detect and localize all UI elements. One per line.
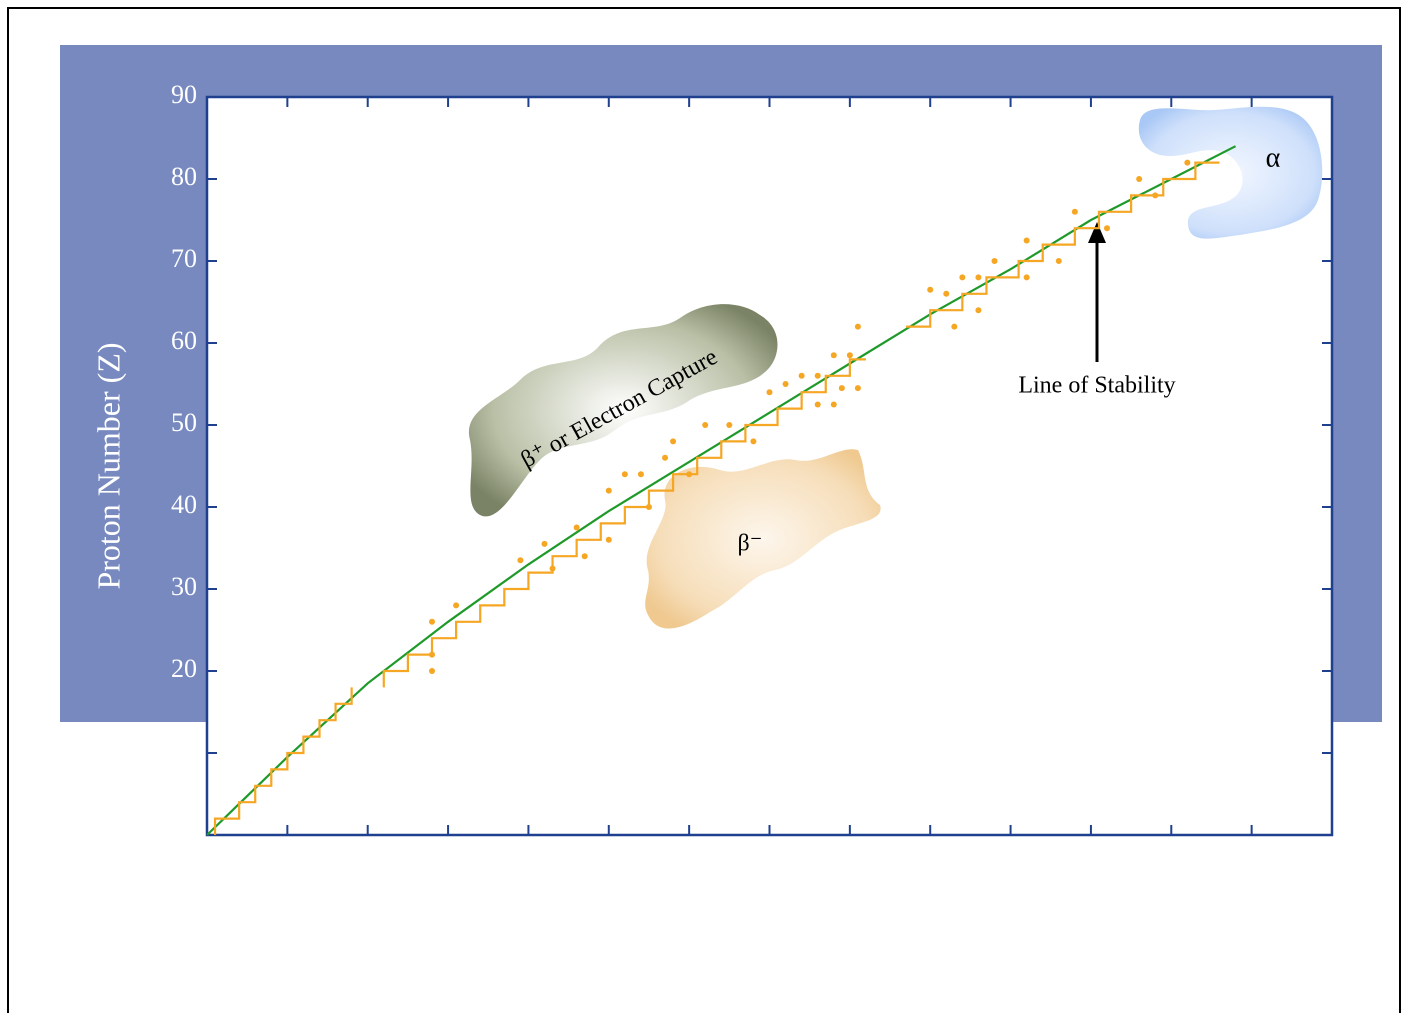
data-point xyxy=(702,422,709,428)
data-point xyxy=(1071,208,1078,215)
data-point xyxy=(782,381,789,387)
data-point xyxy=(798,372,805,379)
x-tick-label: 30 xyxy=(435,850,461,879)
data-point xyxy=(429,668,435,674)
data-point xyxy=(750,438,757,445)
data-point xyxy=(1152,192,1159,199)
x-tick-label: 110 xyxy=(1072,850,1110,879)
x-tick-label: 140 xyxy=(1313,850,1352,879)
y-axis-label: Proton Number (Z) xyxy=(90,342,126,589)
y-tick-label: 30 xyxy=(171,572,197,601)
y-tick-label: 40 xyxy=(171,490,197,519)
data-point xyxy=(927,286,934,293)
arrow-head xyxy=(1088,222,1106,243)
data-point xyxy=(1184,159,1191,166)
data-point xyxy=(517,557,524,564)
regions xyxy=(468,106,1323,629)
data-point xyxy=(830,352,837,359)
data-point xyxy=(645,504,652,510)
y-tick-label: 20 xyxy=(171,654,197,683)
x-tick-label: 70 xyxy=(757,850,783,879)
data-point xyxy=(686,471,693,478)
y-tick-label: 0 xyxy=(184,818,197,847)
data-point xyxy=(1023,237,1030,244)
x-tick-label: 60 xyxy=(676,850,702,879)
data-point xyxy=(605,487,612,494)
data-point xyxy=(726,422,733,428)
data-point xyxy=(951,323,958,330)
data-point xyxy=(854,323,861,330)
x-tick-label: 90 xyxy=(917,850,943,879)
data-point xyxy=(637,471,644,478)
x-tick-label: 40 xyxy=(515,850,541,879)
x-tick-label: 50 xyxy=(596,850,622,879)
stability-label: Line of Stability xyxy=(1018,373,1175,399)
data-point xyxy=(838,385,845,392)
data-point xyxy=(429,651,435,658)
data-point xyxy=(662,454,669,461)
data-point xyxy=(541,540,548,547)
data-point xyxy=(991,258,998,264)
data-point xyxy=(453,602,460,609)
beta-minus-region xyxy=(645,449,881,629)
data-point xyxy=(1055,258,1062,264)
x-tick-label: 80 xyxy=(837,850,863,879)
x-tick-label: 130 xyxy=(1232,850,1271,879)
y-tick-label: 10 xyxy=(171,736,197,765)
x-tick-label: 100 xyxy=(991,850,1030,879)
beta-minus-label: β⁻ xyxy=(738,531,763,557)
data-point xyxy=(621,471,628,478)
data-point xyxy=(959,274,966,281)
y-tick-label: 70 xyxy=(171,244,197,273)
x-axis-label: Neutron (N) xyxy=(691,874,848,910)
data-point xyxy=(814,401,821,408)
data-point xyxy=(605,536,612,543)
data-point xyxy=(975,274,982,281)
data-point xyxy=(1023,274,1030,281)
data-point xyxy=(429,618,435,625)
series-line xyxy=(213,161,1220,835)
data-point xyxy=(814,372,821,379)
beta-plus-region xyxy=(468,304,778,517)
data-point xyxy=(549,565,556,572)
data-point xyxy=(943,290,950,297)
y-tick-label: 50 xyxy=(171,408,197,437)
x-tick-label: 120 xyxy=(1152,850,1191,879)
data-point xyxy=(846,352,853,359)
data-point xyxy=(830,401,837,408)
alpha-label: α xyxy=(1266,142,1281,173)
alpha-region xyxy=(1138,106,1323,239)
y-tick-label: 90 xyxy=(171,80,197,109)
x-tick-label: 0 xyxy=(201,850,214,879)
data-point xyxy=(975,307,982,314)
y-tick-label: 60 xyxy=(171,326,197,355)
data-point xyxy=(573,524,580,531)
x-tick-label: 20 xyxy=(355,850,381,879)
data-point xyxy=(1104,225,1110,232)
data-point xyxy=(1136,176,1143,182)
data-point xyxy=(581,553,588,560)
data-point xyxy=(766,389,773,396)
data-point xyxy=(854,385,861,392)
data-point xyxy=(670,438,677,445)
x-tick-label: 10 xyxy=(274,850,300,879)
y-tick-label: 80 xyxy=(171,162,197,191)
